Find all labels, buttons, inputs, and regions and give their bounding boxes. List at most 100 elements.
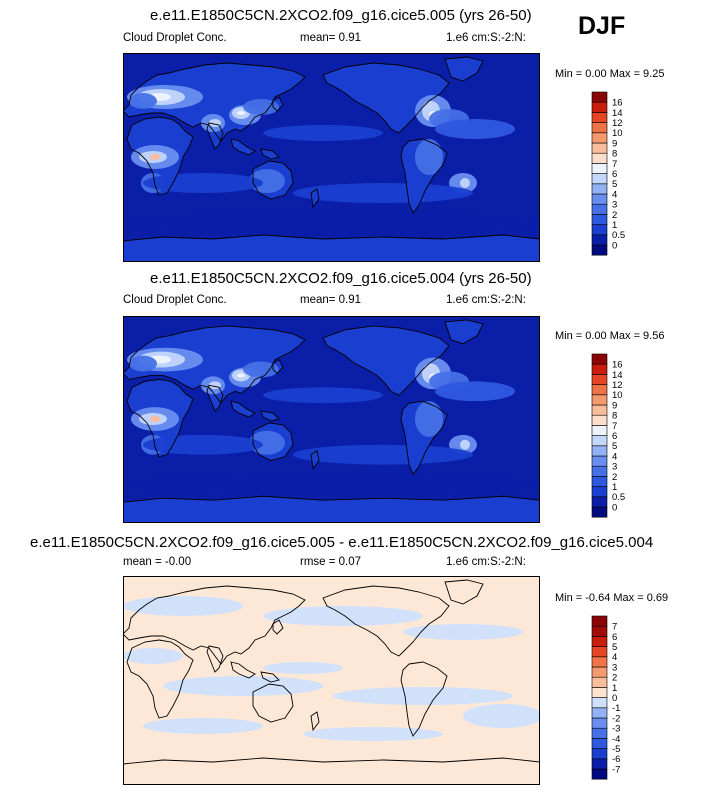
colorbar-3-box <box>591 738 608 749</box>
colorbar-1-box <box>591 112 608 123</box>
map-2-field-patch <box>249 430 285 455</box>
map-2-field-patch <box>143 434 263 455</box>
colorbar-1-label: 14 <box>612 108 623 119</box>
colorbar-2-label: 0 <box>612 502 617 513</box>
map-2-coastline <box>400 400 448 476</box>
map-2-land-fill <box>261 411 279 421</box>
map-3-field-patch <box>403 624 523 640</box>
colorbar-3-box <box>591 697 608 709</box>
panel-3-map <box>123 576 540 785</box>
map-1-coastline <box>260 148 280 160</box>
colorbar-1-label: 2 <box>612 210 617 221</box>
map-1-land-fill <box>231 139 255 155</box>
colorbar-1-box <box>591 163 608 174</box>
panel-2-mean: mean= 0.91 <box>300 294 362 306</box>
colorbar-1-box <box>591 183 608 195</box>
map-2-land-fill <box>231 401 255 418</box>
colorbar-3-box <box>591 636 608 647</box>
colorbar-1-box <box>591 234 608 246</box>
colorbar-1-box <box>591 142 608 154</box>
map-3-coastline <box>444 579 484 605</box>
map-3-coastline <box>123 585 306 665</box>
colorbar-3-label: 0 <box>612 693 617 704</box>
colorbar-2-box <box>591 425 608 436</box>
colorbar-3-box <box>591 707 608 719</box>
panel-2-units: 1.e6 cm:S:-2:N: <box>446 294 526 306</box>
map-2-coastline <box>260 410 280 422</box>
map-1-coastline <box>310 188 320 209</box>
colorbar-2-label: 3 <box>612 462 617 473</box>
panel-1-title: e.e11.E1850C5CN.2XCO2.f09_g16.cice5.005 … <box>150 7 532 24</box>
map-3-field-patch <box>263 606 423 626</box>
colorbar-1-label: 1 <box>612 220 617 231</box>
panel-2-minmax: Min = 0.00 Max = 9.56 <box>555 330 665 342</box>
map-1-field-patch <box>129 93 157 109</box>
map-1-field-patch <box>123 211 540 235</box>
panel-3-units: 1.e6 cm:S:-2:N: <box>446 556 526 568</box>
colorbar-1-box <box>591 203 608 215</box>
map-1-field-patch <box>263 125 383 141</box>
map-2-field-patch <box>435 381 515 402</box>
colorbar-2-box <box>591 394 608 406</box>
panel-3-rmse: rmse = 0.07 <box>300 556 362 568</box>
colorbar-1-label: 4 <box>612 189 617 200</box>
colorbar-3-label: -4 <box>612 734 620 745</box>
colorbar-3-box <box>591 646 608 658</box>
colorbar-1-label: 5 <box>612 179 617 190</box>
colorbar-3-box <box>591 656 608 668</box>
map-2-coastline <box>206 384 224 412</box>
map-1-coastline <box>400 138 448 214</box>
colorbar-3-box <box>591 625 608 637</box>
colorbar-2-box <box>591 486 608 498</box>
map-1-field-patch <box>293 183 473 203</box>
map-2-field-patch <box>243 361 279 378</box>
map-3-coastline <box>272 619 284 635</box>
map-2-field-patch <box>129 355 157 372</box>
map-2-coastline <box>126 378 194 458</box>
panel-1-variable: Cloud Droplet Conc. <box>123 32 227 44</box>
map-2-field-patch <box>237 373 245 378</box>
colorbar-1-box <box>591 132 608 144</box>
colorbar-1-box <box>591 224 608 236</box>
map-2-field-patch <box>263 387 383 404</box>
map-2-coastline <box>322 325 450 396</box>
map-1-field-patch <box>143 173 263 193</box>
panel-1-map <box>123 53 540 262</box>
colorbar-2-label: 12 <box>612 380 623 391</box>
season-label: DJF <box>578 12 626 40</box>
colorbar-3-label: -1 <box>612 703 620 714</box>
colorbar-3-box <box>591 676 608 688</box>
panel-3-minmax: Min = -0.64 Max = 0.69 <box>555 592 669 604</box>
colorbar-1-box <box>591 91 608 103</box>
map-1-field-patch <box>460 178 470 188</box>
colorbar-2-box <box>591 455 608 467</box>
map-2-coastline <box>123 495 540 523</box>
map-3-coastline <box>126 639 194 719</box>
panel-1-units: 1.e6 cm:S:-2:N: <box>446 32 526 44</box>
colorbar-2-box <box>591 496 608 508</box>
colorbar-2-label: 5 <box>612 441 617 452</box>
map-3-coastline <box>123 757 540 785</box>
map-1-coastline <box>322 62 450 134</box>
map-3-coastline <box>400 661 448 737</box>
colorbar-2-box <box>591 445 608 457</box>
colorbar-2-box <box>591 363 608 375</box>
map-2-field-patch <box>415 401 443 437</box>
colorbar-2-label: 10 <box>612 390 623 401</box>
colorbar-3-label: -2 <box>612 713 620 724</box>
colorbar-3-label: -3 <box>612 724 620 735</box>
colorbar-1-label: 10 <box>612 128 623 139</box>
map-3-frame <box>123 576 540 785</box>
colorbar-2-label: 16 <box>612 360 623 371</box>
panel-3-title: e.e11.E1850C5CN.2XCO2.f09_g16.cice5.005 … <box>30 534 654 551</box>
colorbar-2-label: 0.5 <box>612 492 625 503</box>
map-2-coastline <box>252 422 294 462</box>
map-1-coastline <box>230 138 256 156</box>
colorbar-3-box <box>591 758 608 770</box>
map-3-field-patch <box>333 687 513 705</box>
colorbar-2-box <box>591 506 608 518</box>
map-3-field-patch <box>163 676 323 696</box>
colorbar-2-label: 14 <box>612 370 623 381</box>
map-1-coastline <box>123 62 306 142</box>
